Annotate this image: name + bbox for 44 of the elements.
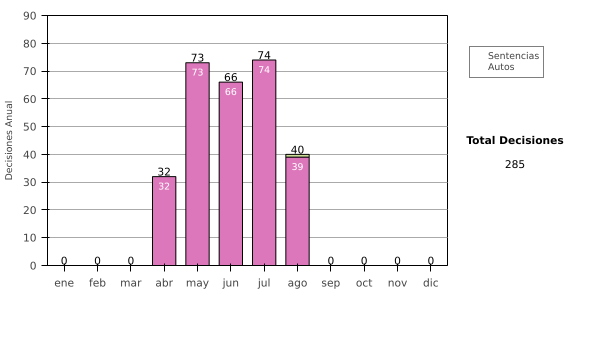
y-tick-label: 50 [22, 120, 37, 134]
total-label: 0 [94, 254, 102, 268]
x-tick-label: jun [222, 276, 240, 290]
total-label: 73 [190, 52, 204, 65]
x-tick-label: abr [155, 276, 174, 290]
x-tick-label: sep [321, 276, 341, 290]
data-label: 32 [158, 182, 170, 193]
total-label: 74 [257, 48, 272, 62]
y-tick-label: 90 [22, 10, 37, 22]
text: 285 [504, 158, 526, 172]
x-tick-label: nov [388, 276, 408, 290]
total-label: 40 [290, 143, 304, 156]
data-label: 66 [224, 87, 237, 98]
total-label: 0 [427, 254, 434, 268]
total-label: 0 [327, 254, 334, 268]
total-label: 32 [157, 166, 171, 179]
y-tick-label: 40 [22, 148, 37, 162]
x-tick-label: feb [88, 276, 106, 290]
total-label: 0 [394, 254, 402, 268]
text: Autos [488, 62, 515, 73]
total-label: 66 [224, 71, 238, 84]
x-tick-label: ene [54, 276, 74, 290]
y-tick-label: 80 [22, 37, 37, 50]
y-tick-label: 0 [30, 260, 37, 272]
total-label: 0 [360, 254, 368, 268]
x-tick-label: mar [120, 276, 142, 290]
x-tick-label: oct [356, 276, 372, 290]
text: Sentencias [488, 51, 540, 62]
x-tick-label: dic [423, 276, 439, 290]
y-tick-label: 70 [22, 65, 37, 78]
y-tick-label: 60 [22, 92, 37, 106]
y-tick-label: 10 [22, 232, 37, 245]
x-tick-label: may [186, 276, 210, 290]
total-label: 0 [127, 254, 134, 268]
y-tick-label: 20 [22, 204, 37, 217]
data-label: 73 [192, 68, 204, 79]
x-tick-label: ago [288, 276, 308, 290]
data-label: 39 [292, 162, 304, 174]
x-tick-label: jul [256, 276, 271, 290]
y-axis-title: Decisiones Anual [4, 100, 15, 180]
total-label: 0 [60, 254, 68, 268]
y-tick-label: 30 [22, 176, 37, 190]
text: Total Decisiones [466, 134, 564, 147]
data-label: 74 [258, 64, 270, 76]
